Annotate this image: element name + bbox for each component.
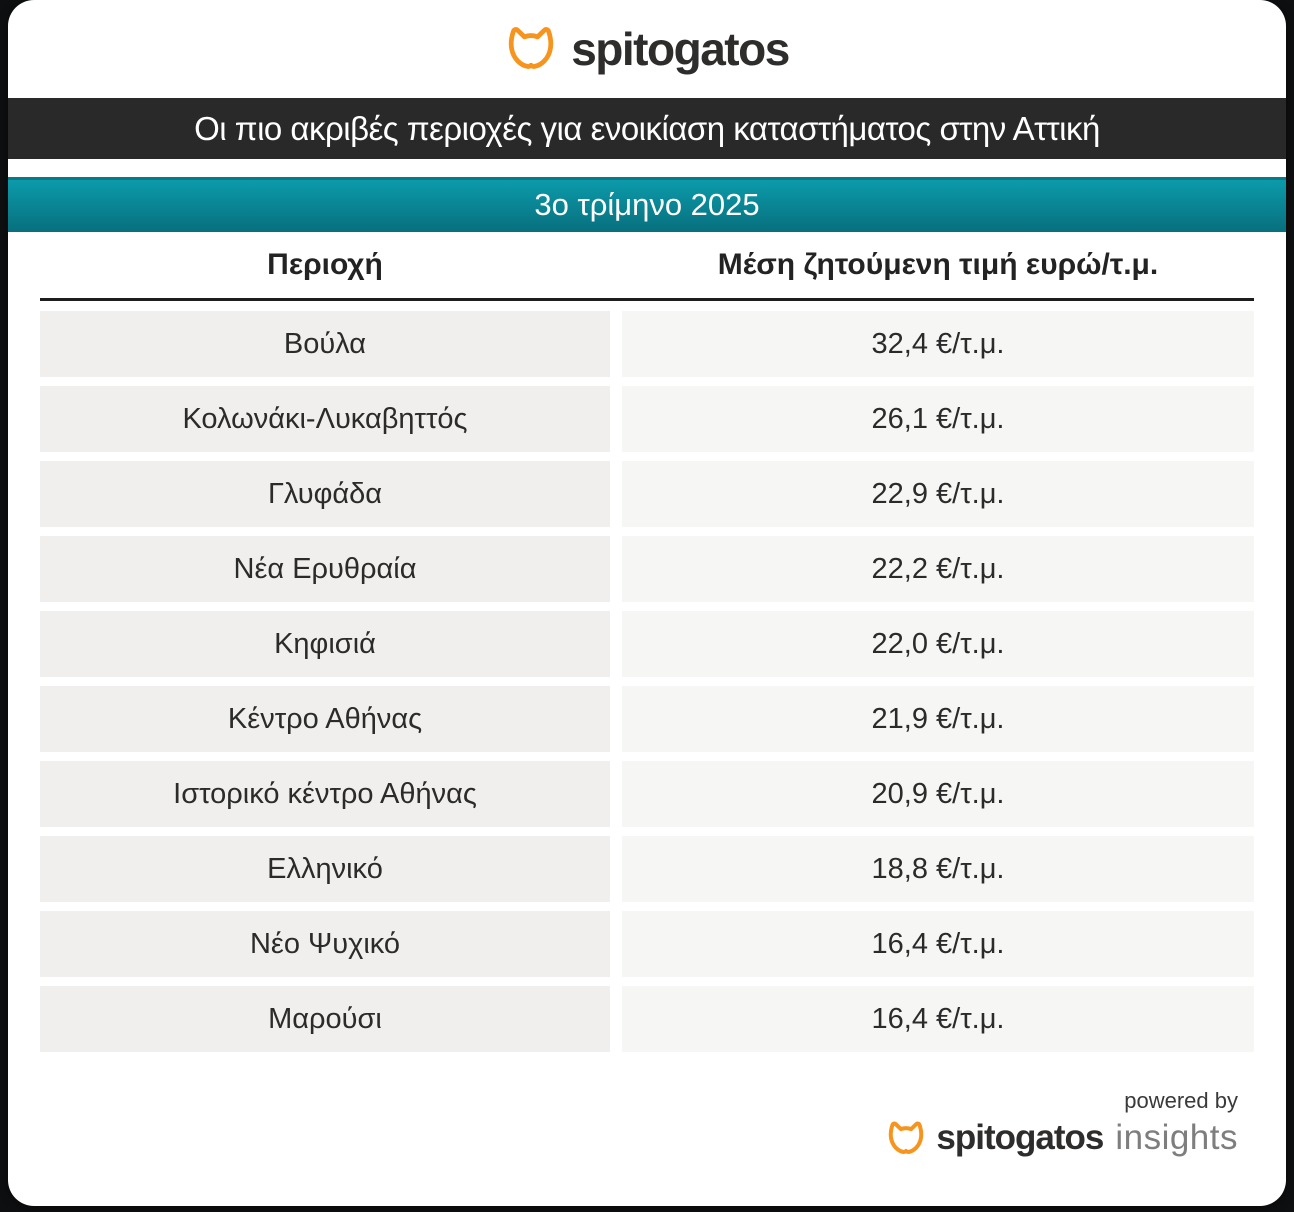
table-row: Νέο Ψυχικό 16,4 €/τ.μ. bbox=[40, 911, 1254, 977]
price-cell: 16,4 €/τ.μ. bbox=[622, 986, 1254, 1052]
subtitle-bar: 3ο τρίμηνο 2025 bbox=[8, 177, 1286, 232]
price-table: Περιοχή Μέση ζητούμενη τιμή ευρώ/τ.μ. Βο… bbox=[8, 232, 1286, 1052]
area-cell: Ιστορικό κέντρο Αθήνας bbox=[40, 761, 610, 827]
area-cell: Κολωνάκι-Λυκαβηττός bbox=[40, 386, 610, 452]
table-row: Βούλα 32,4 €/τ.μ. bbox=[40, 311, 1254, 377]
area-cell: Γλυφάδα bbox=[40, 461, 610, 527]
table-row: Κέντρο Αθήνας 21,9 €/τ.μ. bbox=[40, 686, 1254, 752]
table-row: Ιστορικό κέντρο Αθήνας 20,9 €/τ.μ. bbox=[40, 761, 1254, 827]
brand-wordmark: spitogatos bbox=[571, 23, 790, 75]
column-header-area: Περιοχή bbox=[267, 248, 383, 281]
price-cell: 32,4 €/τ.μ. bbox=[622, 311, 1254, 377]
table-row: Ελληνικό 18,8 €/τ.μ. bbox=[40, 836, 1254, 902]
brand-header: spitogatos bbox=[8, 0, 1286, 98]
band-gap bbox=[8, 159, 1286, 177]
quarter-label: 3ο τρίμηνο 2025 bbox=[534, 186, 760, 222]
page-title: Οι πιο ακριβές περιοχές για ενοικίαση κα… bbox=[194, 109, 1100, 147]
footer-brand-wordmark: spitogatos bbox=[936, 1118, 1104, 1157]
title-bar: Οι πιο ακριβές περιοχές για ενοικίαση κα… bbox=[8, 98, 1286, 159]
price-cell: 22,2 €/τ.μ. bbox=[622, 536, 1254, 602]
column-header-price: Μέση ζητούμενη τιμή ευρώ/τ.μ. bbox=[717, 248, 1159, 281]
area-cell: Βούλα bbox=[40, 311, 610, 377]
area-cell: Νέα Ερυθραία bbox=[40, 536, 610, 602]
table-row: Μαρούσι 16,4 €/τ.μ. bbox=[40, 986, 1254, 1052]
price-cell: 21,9 €/τ.μ. bbox=[622, 686, 1254, 752]
table-row: Κολωνάκι-Λυκαβηττός 26,1 €/τ.μ. bbox=[40, 386, 1254, 452]
spitogatos-cat-icon bbox=[509, 27, 554, 69]
infographic-card: spitogatos Οι πιο ακριβές περιοχές για ε… bbox=[8, 0, 1286, 1206]
area-cell: Κηφισιά bbox=[40, 611, 610, 677]
area-cell: Μαρούσι bbox=[40, 986, 610, 1052]
price-cell: 18,8 €/τ.μ. bbox=[622, 836, 1254, 902]
area-cell: Νέο Ψυχικό bbox=[40, 911, 610, 977]
area-cell: Ελληνικό bbox=[40, 836, 610, 902]
price-cell: 20,9 €/τ.μ. bbox=[622, 761, 1254, 827]
footer-brand: spitogatos insights bbox=[886, 1118, 1238, 1158]
area-cell: Κέντρο Αθήνας bbox=[40, 686, 610, 752]
table-body: Βούλα 32,4 €/τ.μ. Κολωνάκι-Λυκαβηττός 26… bbox=[40, 311, 1254, 1052]
price-cell: 22,9 €/τ.μ. bbox=[622, 461, 1254, 527]
footer-insights-label: insights bbox=[1115, 1118, 1238, 1157]
powered-by-label: powered by bbox=[1124, 1088, 1238, 1113]
table-row: Γλυφάδα 22,9 €/τ.μ. bbox=[40, 461, 1254, 527]
price-cell: 16,4 €/τ.μ. bbox=[622, 911, 1254, 977]
header-divider bbox=[40, 298, 1254, 301]
table-row: Κηφισιά 22,0 €/τ.μ. bbox=[40, 611, 1254, 677]
price-cell: 26,1 €/τ.μ. bbox=[622, 386, 1254, 452]
price-cell: 22,0 €/τ.μ. bbox=[622, 611, 1254, 677]
spitogatos-cat-icon-small bbox=[889, 1120, 924, 1154]
footer: powered by spitogatos insights bbox=[8, 1088, 1286, 1158]
table-header-row: Περιοχή Μέση ζητούμενη τιμή ευρώ/τ.μ. bbox=[40, 232, 1254, 298]
table-row: Νέα Ερυθραία 22,2 €/τ.μ. bbox=[40, 536, 1254, 602]
